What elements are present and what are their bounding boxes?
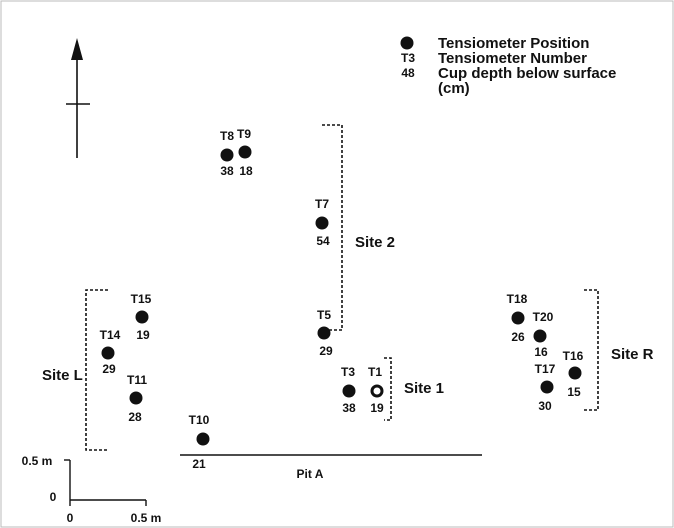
scale-bar <box>64 459 147 506</box>
scale-label: 0.5 m <box>22 454 53 468</box>
legend-number-label: Tensiometer Number <box>438 50 587 67</box>
tensiometer <box>533 329 547 343</box>
tensiometer-number: T18 <box>507 292 528 306</box>
cup-depth: 18 <box>239 164 253 178</box>
legend-marker <box>400 36 414 50</box>
tensiometer-number: T15 <box>131 292 152 306</box>
tensiometer-number: T17 <box>535 362 556 376</box>
tensiometer <box>315 216 329 230</box>
cup-depth: 29 <box>102 362 116 376</box>
site-bracket <box>384 357 392 421</box>
tensiometer-number: T20 <box>533 310 554 324</box>
cup-depth: 54 <box>316 234 330 248</box>
tensiometer-number: T14 <box>100 328 121 342</box>
cup-depth: 29 <box>319 344 333 358</box>
site-label: Site R <box>611 346 654 363</box>
cup-depth: 16 <box>534 345 548 359</box>
tensiometer <box>540 380 554 394</box>
scale-label: 0 <box>67 511 74 525</box>
tensiometer <box>511 311 525 325</box>
cup-depth: 26 <box>511 330 525 344</box>
tensiometer <box>238 145 252 159</box>
tensiometer-number: T16 <box>563 349 584 363</box>
scale-label: 0.5 m <box>131 511 162 525</box>
north-arrow <box>66 38 90 158</box>
tensiometer <box>220 148 234 162</box>
site-bracket <box>85 289 108 451</box>
site-bracket <box>322 124 343 331</box>
tensiometer <box>196 432 210 446</box>
site-bracket <box>584 289 599 411</box>
tensiometer <box>342 384 356 398</box>
tensiometer-number: T3 <box>341 365 355 379</box>
legend-marker-label: Tensiometer Position <box>438 35 589 52</box>
tensiometer-number: T9 <box>237 127 251 141</box>
legend-depth-example: 48 <box>401 66 415 80</box>
tensiometer-number: T11 <box>127 373 147 387</box>
legend-depth-label: (cm) <box>438 80 470 97</box>
site-label: Site 1 <box>404 380 444 397</box>
tensiometer <box>129 391 143 405</box>
legend-depth-label: Cup depth below surface <box>438 65 616 82</box>
tensiometer <box>101 346 115 360</box>
cup-depth: 15 <box>567 385 581 399</box>
pit-label: Pit A <box>297 467 324 481</box>
site-label: Site L <box>42 367 83 384</box>
tensiometer-number: T8 <box>220 129 234 143</box>
tensiometer <box>135 310 149 324</box>
legend-number-example: T3 <box>401 51 415 65</box>
cup-depth: 28 <box>128 410 142 424</box>
scale-label: 0 <box>50 490 57 504</box>
tensiometer <box>317 326 331 340</box>
tensiometer <box>370 384 384 398</box>
cup-depth: 21 <box>192 457 206 471</box>
tensiometer-number: T1 <box>368 365 382 379</box>
tensiometer-number: T10 <box>189 413 210 427</box>
tensiometer <box>568 366 582 380</box>
cup-depth: 38 <box>220 164 234 178</box>
cup-depth: 30 <box>538 399 552 413</box>
cup-depth: 19 <box>370 401 384 415</box>
cup-depth: 19 <box>136 328 150 342</box>
tensiometer-number: T5 <box>317 308 331 322</box>
site-label: Site 2 <box>355 234 395 251</box>
cup-depth: 38 <box>342 401 356 415</box>
tensiometer-number: T7 <box>315 197 329 211</box>
